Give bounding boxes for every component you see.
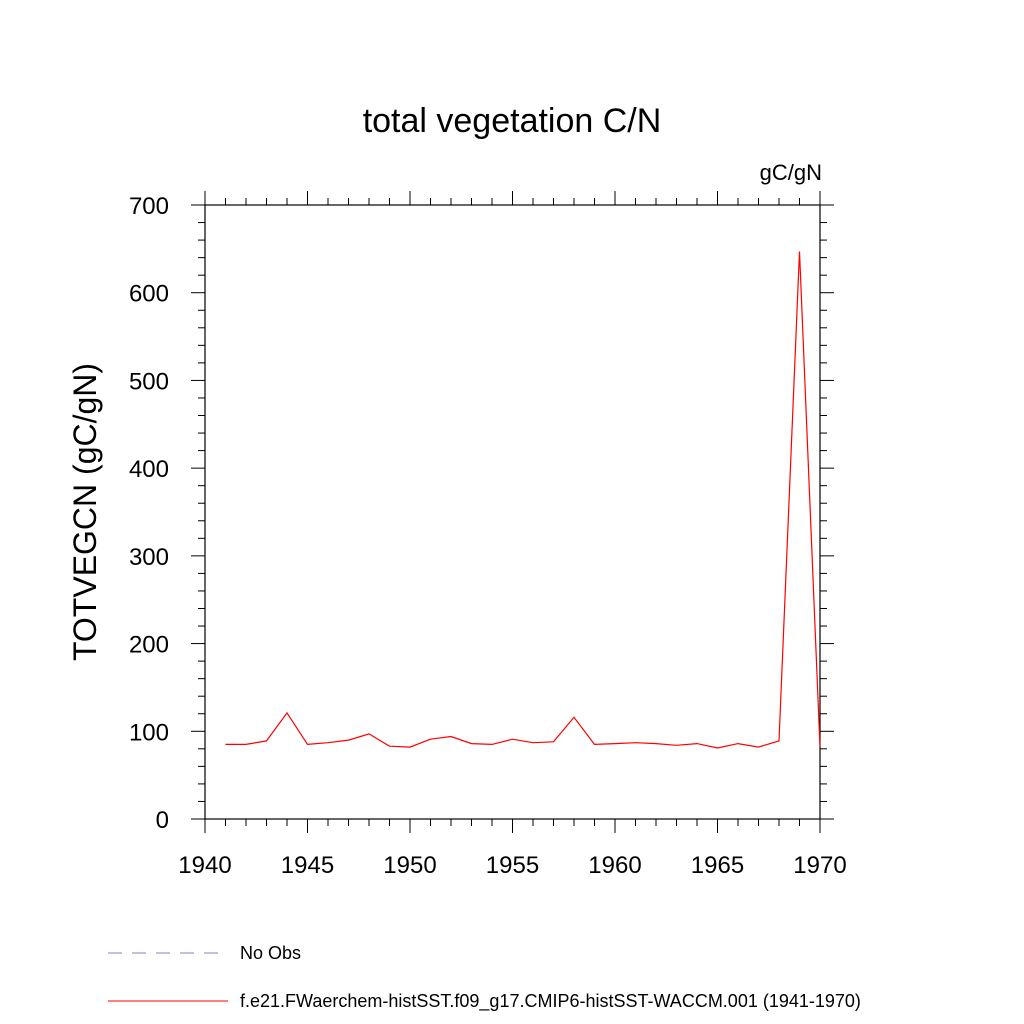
units-label: gC/gN	[760, 160, 822, 185]
legend-label-model: f.e21.FWaerchem-histSST.f09_g17.CMIP6-hi…	[240, 991, 861, 1012]
x-tick-label: 1950	[383, 852, 436, 879]
y-tick-label: 700	[129, 193, 169, 220]
x-tick-label: 1960	[588, 852, 641, 879]
y-tick-label: 400	[129, 456, 169, 483]
x-tick-labels: 1940 1945 1950 1955 1960 1965 1970	[178, 852, 846, 879]
y-tick-label: 500	[129, 368, 169, 395]
y-tick-label: 100	[129, 719, 169, 746]
x-tick-label: 1965	[691, 852, 744, 879]
y-tick-label: 0	[156, 807, 169, 834]
y-tick-label: 300	[129, 544, 169, 571]
y-tick-labels: 0 100 200 300 400 500 600 700	[129, 193, 169, 834]
plot-frame	[204, 204, 821, 820]
legend-label-no-obs: No Obs	[240, 943, 301, 963]
x-tick-label: 1945	[281, 852, 334, 879]
minor-ticks	[198, 198, 827, 826]
series-lines	[225, 251, 821, 749]
y-tick-label: 200	[129, 632, 169, 659]
x-tick-label: 1970	[793, 852, 846, 879]
series-line	[225, 251, 821, 749]
x-tick-label: 1940	[178, 852, 231, 879]
y-axis-label: TOTVEGCN (gC/gN)	[67, 363, 103, 661]
major-ticks	[191, 191, 834, 833]
x-tick-label: 1955	[486, 852, 539, 879]
chart-title: total vegetation C/N	[363, 102, 662, 140]
y-tick-label: 600	[129, 281, 169, 308]
legend: No Obs f.e21.FWaerchem-histSST.f09_g17.C…	[108, 943, 861, 1012]
